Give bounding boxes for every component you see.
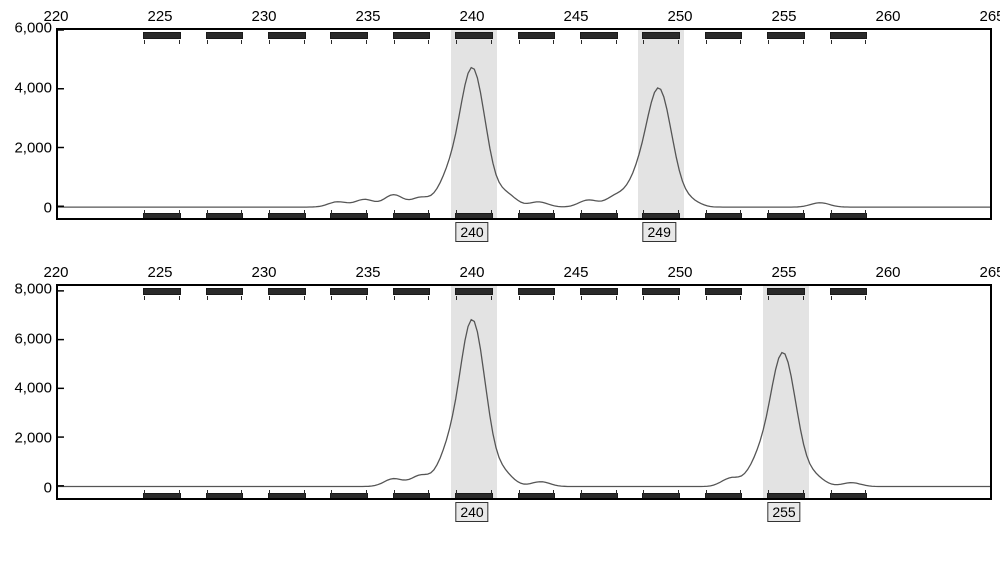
y-tick-label: 4,000: [14, 380, 52, 397]
electropherogram-trace: [58, 30, 990, 218]
peak-size-callout: 240: [455, 502, 488, 522]
x-tick-label: 255: [771, 264, 796, 281]
x-tick-label: 235: [355, 264, 380, 281]
callout-row-top: 240 249: [56, 220, 992, 246]
panel-bottom: 220225230235240245250255260265 02,0004,0…: [8, 264, 992, 526]
x-tick-label: 265: [979, 8, 1000, 25]
y-tick-label: 0: [44, 479, 52, 496]
x-tick-label: 250: [667, 8, 692, 25]
x-tick-label: 260: [875, 264, 900, 281]
peak-size-callout: 255: [767, 502, 800, 522]
x-tick-label: 235: [355, 8, 380, 25]
x-tick-label: 255: [771, 8, 796, 25]
x-tick-label: 245: [563, 264, 588, 281]
plot-bottom: [56, 284, 992, 500]
y-tick-label: 2,000: [14, 429, 52, 446]
y-tick-label: 6,000: [14, 20, 52, 37]
x-tick-label: 220: [43, 264, 68, 281]
x-tick-label: 265: [979, 264, 1000, 281]
electropherogram-figure: 220225230235240245250255260265 02,0004,0…: [8, 8, 992, 526]
x-tick-label: 225: [147, 8, 172, 25]
electropherogram-trace: [58, 286, 990, 498]
peak-size-callout: 249: [643, 222, 676, 242]
y-tick-label: 2,000: [14, 140, 52, 157]
plot-top: [56, 28, 992, 220]
y-tick-label: 0: [44, 200, 52, 217]
x-tick-label: 230: [251, 8, 276, 25]
y-tick-label: 8,000: [14, 280, 52, 297]
peak-size-callout: 240: [455, 222, 488, 242]
panel-top: 220225230235240245250255260265 02,0004,0…: [8, 8, 992, 246]
y-axis-top: 02,0004,0006,000: [8, 28, 56, 220]
y-axis-bottom: 02,0004,0006,0008,000: [8, 284, 56, 500]
x-tick-label: 240: [459, 264, 484, 281]
y-tick-label: 4,000: [14, 80, 52, 97]
x-tick-label: 245: [563, 8, 588, 25]
y-tick-label: 6,000: [14, 330, 52, 347]
callout-row-bottom: 240 255: [56, 500, 992, 526]
x-tick-label: 250: [667, 264, 692, 281]
x-tick-label: 225: [147, 264, 172, 281]
x-tick-label: 230: [251, 264, 276, 281]
x-axis-top-2: 220225230235240245250255260265: [56, 264, 992, 284]
x-tick-label: 240: [459, 8, 484, 25]
x-axis-top-1: 220225230235240245250255260265: [56, 8, 992, 28]
x-tick-label: 260: [875, 8, 900, 25]
